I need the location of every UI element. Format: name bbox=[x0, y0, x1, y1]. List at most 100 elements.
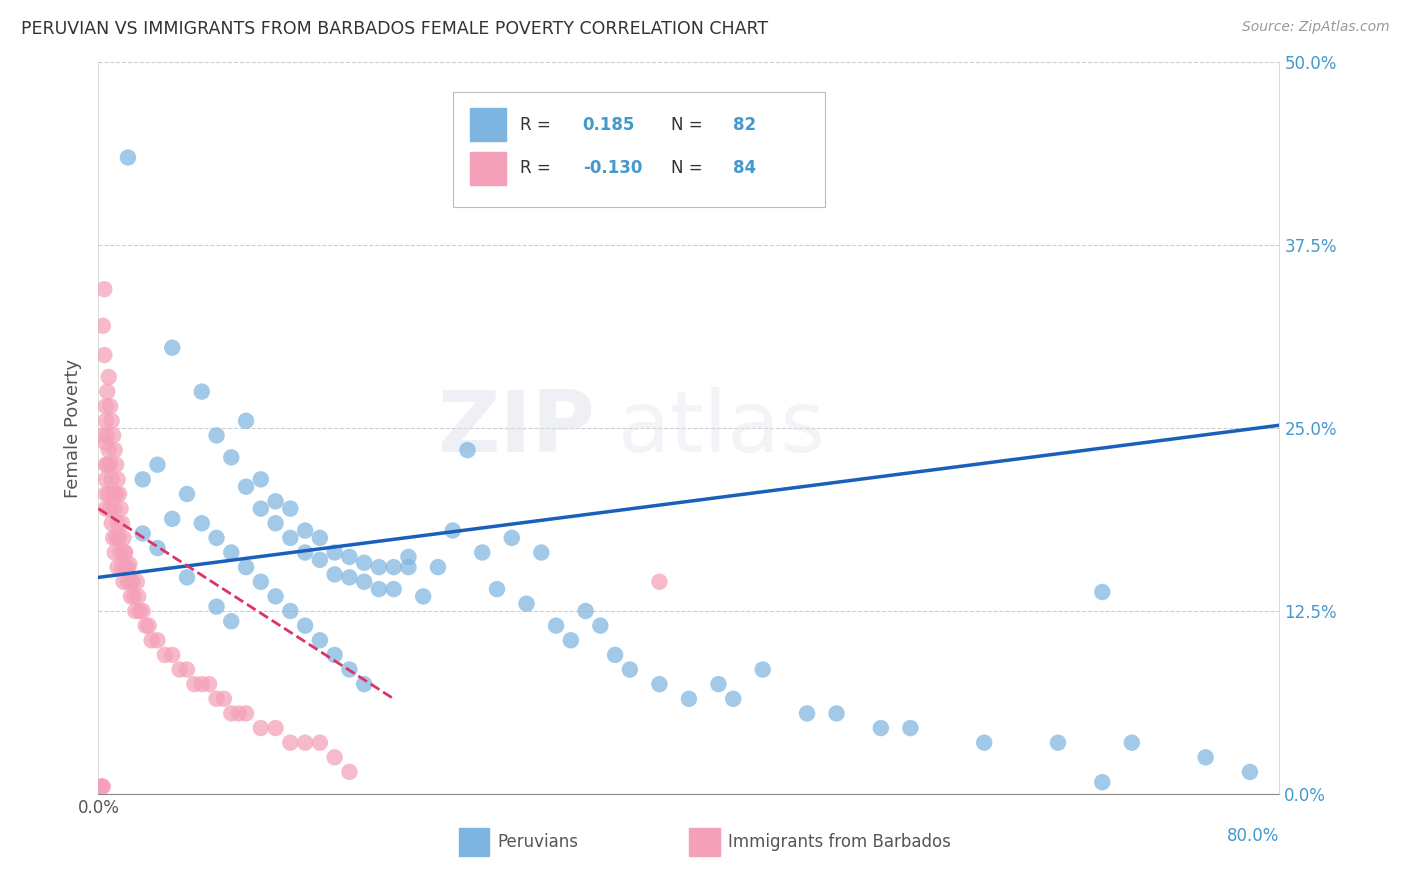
Point bbox=[120, 574, 142, 589]
Point bbox=[176, 570, 198, 584]
Point bbox=[339, 663, 361, 677]
Point bbox=[294, 545, 316, 559]
Point bbox=[124, 604, 146, 618]
Point bbox=[98, 399, 121, 413]
Point bbox=[162, 512, 183, 526]
Point bbox=[115, 560, 138, 574]
Point bbox=[191, 384, 214, 399]
Point bbox=[96, 458, 118, 472]
Point bbox=[105, 531, 128, 545]
Point bbox=[97, 370, 120, 384]
Point bbox=[221, 706, 243, 721]
Point bbox=[250, 574, 273, 589]
Point bbox=[589, 618, 612, 632]
Point bbox=[122, 590, 145, 604]
Text: 84: 84 bbox=[733, 160, 756, 178]
Point bbox=[120, 590, 142, 604]
Point bbox=[353, 574, 375, 589]
Point bbox=[112, 574, 135, 589]
Point bbox=[117, 151, 139, 165]
Point bbox=[870, 721, 893, 735]
Point bbox=[280, 736, 302, 750]
Point bbox=[323, 750, 346, 764]
Point bbox=[132, 604, 155, 618]
Point bbox=[94, 399, 117, 413]
Point bbox=[516, 597, 538, 611]
Point bbox=[94, 435, 117, 450]
Point bbox=[118, 558, 141, 572]
Point bbox=[94, 472, 117, 486]
Point bbox=[110, 501, 132, 516]
Point bbox=[752, 663, 775, 677]
Point bbox=[103, 428, 125, 442]
Point bbox=[96, 384, 118, 399]
Point bbox=[104, 501, 127, 516]
Point bbox=[105, 458, 128, 472]
Point bbox=[264, 516, 287, 531]
Point bbox=[339, 549, 361, 564]
Point bbox=[90, 780, 112, 794]
Point bbox=[339, 570, 361, 584]
Point bbox=[114, 545, 136, 559]
Point bbox=[339, 764, 361, 779]
Point bbox=[90, 780, 112, 794]
Text: R =: R = bbox=[520, 116, 555, 134]
Text: atlas: atlas bbox=[619, 386, 827, 470]
Point bbox=[228, 706, 250, 721]
Point bbox=[235, 560, 257, 574]
Text: R =: R = bbox=[520, 160, 555, 178]
Point bbox=[146, 458, 169, 472]
Point bbox=[353, 556, 375, 570]
Text: 82: 82 bbox=[733, 116, 756, 134]
Text: N =: N = bbox=[671, 116, 709, 134]
Point bbox=[382, 560, 405, 574]
Point bbox=[98, 501, 121, 516]
Point bbox=[264, 494, 287, 508]
Point bbox=[132, 472, 155, 486]
Point bbox=[114, 545, 136, 559]
Point bbox=[441, 524, 464, 538]
Point bbox=[125, 574, 148, 589]
Point bbox=[176, 487, 198, 501]
Point bbox=[183, 677, 205, 691]
FancyBboxPatch shape bbox=[453, 92, 825, 207]
Point bbox=[486, 582, 509, 596]
Point bbox=[221, 545, 243, 559]
Point bbox=[323, 567, 346, 582]
Point bbox=[98, 458, 121, 472]
Text: N =: N = bbox=[671, 160, 709, 178]
Point bbox=[471, 545, 494, 559]
Point bbox=[107, 560, 129, 574]
Point bbox=[294, 736, 316, 750]
Point bbox=[191, 516, 214, 531]
Point bbox=[368, 560, 391, 574]
Point bbox=[110, 545, 132, 559]
Point bbox=[280, 604, 302, 618]
Point bbox=[235, 480, 257, 494]
Point bbox=[382, 582, 405, 596]
Point bbox=[221, 450, 243, 465]
Point bbox=[105, 487, 128, 501]
Point bbox=[264, 590, 287, 604]
Point bbox=[900, 721, 922, 735]
Point bbox=[353, 677, 375, 691]
Point bbox=[138, 618, 160, 632]
Point bbox=[1121, 736, 1143, 750]
Point bbox=[205, 599, 228, 614]
Point bbox=[309, 531, 332, 545]
Point bbox=[648, 574, 671, 589]
Point bbox=[1046, 736, 1070, 750]
Point bbox=[111, 516, 134, 531]
Point bbox=[398, 549, 420, 564]
Point bbox=[1239, 764, 1261, 779]
Point bbox=[648, 677, 671, 691]
Text: ZIP: ZIP bbox=[437, 386, 595, 470]
Point bbox=[153, 648, 176, 662]
Point bbox=[111, 560, 134, 574]
Point bbox=[100, 414, 122, 428]
Point bbox=[619, 663, 641, 677]
Point bbox=[121, 574, 143, 589]
Point bbox=[323, 545, 346, 559]
Point bbox=[162, 648, 183, 662]
Point bbox=[94, 487, 117, 501]
